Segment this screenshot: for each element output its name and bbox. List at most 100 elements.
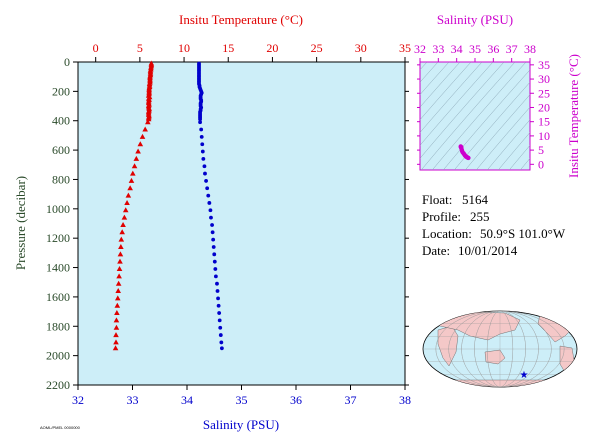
- salinity-point: [207, 201, 212, 205]
- salinity-point: [218, 333, 223, 337]
- ts-plot-area: [419, 61, 531, 171]
- salinity-point: [211, 237, 216, 242]
- temperature-tick-label: 15: [222, 41, 234, 55]
- salinity-point: [205, 186, 210, 191]
- pressure-tick-label: 2000: [46, 349, 70, 363]
- ts-salinity-tick-label: 33: [432, 42, 444, 56]
- ts-series: [458, 144, 471, 161]
- pressure-tick-label: 600: [52, 143, 70, 157]
- salinity-point: [206, 193, 211, 198]
- ts-isopycnal-line: [420, 62, 483, 133]
- temperature-point: [142, 126, 148, 132]
- salinity-tick-label: 35: [236, 393, 248, 407]
- ts-isopycnal-line: [475, 106, 530, 170]
- ts-salinity-tick-label: 34: [451, 42, 463, 56]
- temperature-point: [113, 339, 119, 345]
- salinity-tick-label: 38: [399, 393, 411, 407]
- map-meridian: [448, 311, 552, 387]
- salinity-point: [199, 134, 204, 139]
- map-meridian: [435, 311, 565, 387]
- salinity-point: [219, 346, 224, 351]
- temperature-point: [116, 266, 123, 272]
- ts-isopycnal-line: [453, 81, 530, 170]
- ts-isopycnal-line: [464, 94, 530, 170]
- temperature-point: [145, 116, 152, 122]
- ts-temperature-tick-label: 20: [538, 100, 550, 114]
- pressure-tick-label: 1800: [46, 319, 70, 333]
- ts-isopycnals: [420, 42, 601, 180]
- ts-salinity-axis-title: Salinity (PSU): [437, 12, 513, 27]
- temperature-point: [135, 148, 141, 154]
- salinity-point: [210, 223, 214, 227]
- temperature-point: [118, 243, 124, 249]
- temperature-point: [116, 273, 122, 279]
- ts-temperature-tick-label: 15: [538, 115, 550, 129]
- salinity-point: [200, 149, 205, 154]
- ts-isopycnal-line: [523, 42, 601, 180]
- temperature-point: [112, 345, 119, 351]
- ts-temperature-tick-label: 35: [538, 58, 550, 72]
- pressure-tick-label: 400: [52, 114, 70, 128]
- ts-isopycnal-line: [519, 157, 530, 170]
- temperature-tick-label: 25: [311, 41, 323, 55]
- salinity-point: [199, 127, 204, 132]
- temperature-point: [119, 229, 125, 235]
- salinity-point: [212, 259, 217, 264]
- temperature-tick-label: 0: [93, 41, 99, 55]
- temperature-point: [114, 295, 121, 301]
- salinity-point: [204, 179, 208, 183]
- temperature-tick-label: 35: [399, 41, 411, 55]
- pressure-tick-label: 1000: [46, 202, 70, 216]
- salinity-point: [219, 340, 224, 345]
- footer-code: AOML/PMEL 0000000: [40, 425, 81, 430]
- ts-salinity-tick-label: 37: [506, 42, 518, 56]
- pressure-axis: 0 200 400 600 800 1000 1200 1400 1600 1800 2000 220…: [46, 55, 409, 392]
- salinity-point: [212, 252, 217, 257]
- temperature-point: [118, 236, 125, 242]
- pressure-axis-title: Pressure (decibar): [13, 176, 28, 270]
- pressure-tick-label: 1200: [46, 231, 70, 245]
- greenland-landmass: [559, 311, 573, 319]
- temperature-point: [127, 185, 133, 191]
- map-meridian: [487, 311, 513, 387]
- pressure-tick-label: 0: [64, 55, 70, 69]
- pressure-tick-label: 1400: [46, 261, 70, 275]
- ts-isopycnal-line: [486, 119, 530, 170]
- salinity-point: [213, 267, 218, 271]
- ts-salinity-tick-label: 38: [524, 42, 536, 56]
- date-label: Date:: [422, 243, 450, 258]
- salinity-point: [216, 296, 220, 301]
- temperature-point: [117, 251, 124, 257]
- salinity-point: [209, 215, 213, 220]
- map-meridian: [461, 311, 539, 387]
- temperature-point: [125, 192, 132, 198]
- float-value: 5164: [462, 192, 489, 207]
- location-value: 50.9°S 101.0°W: [480, 226, 566, 241]
- temperature-point: [124, 199, 130, 205]
- temperature-point: [113, 317, 120, 323]
- pressure-tick-label: 2200: [46, 378, 70, 392]
- temperature-point: [114, 310, 120, 316]
- temperature-axis: 0 5 10 15 20 25 30 35: [93, 41, 411, 62]
- salinity-point: [218, 325, 223, 330]
- ts-salinity-tick-label: 32: [414, 42, 426, 56]
- salinity-axis-title: Salinity (PSU): [203, 417, 279, 432]
- salinity-axis: 32 33 34 35 36 37 38: [72, 385, 411, 407]
- ts-temperature-tick-label: 0: [538, 157, 544, 171]
- location-label: Location:: [422, 226, 472, 241]
- temperature-series: [112, 60, 155, 351]
- ts-isopycnal-line: [431, 62, 527, 170]
- ts-temperature-tick-label: 25: [538, 86, 550, 100]
- world-map: ★: [422, 310, 578, 388]
- salinity-point: [215, 289, 220, 293]
- salinity-point: [200, 142, 205, 147]
- temperature-point: [128, 177, 135, 183]
- temperature-point: [122, 207, 129, 213]
- temperature-point: [115, 288, 122, 294]
- salinity-point: [211, 245, 216, 249]
- temperature-point: [131, 163, 138, 169]
- salinity-point: [213, 274, 218, 279]
- temperature-point: [113, 324, 120, 330]
- ts-temperature-tick-label: 30: [538, 72, 550, 86]
